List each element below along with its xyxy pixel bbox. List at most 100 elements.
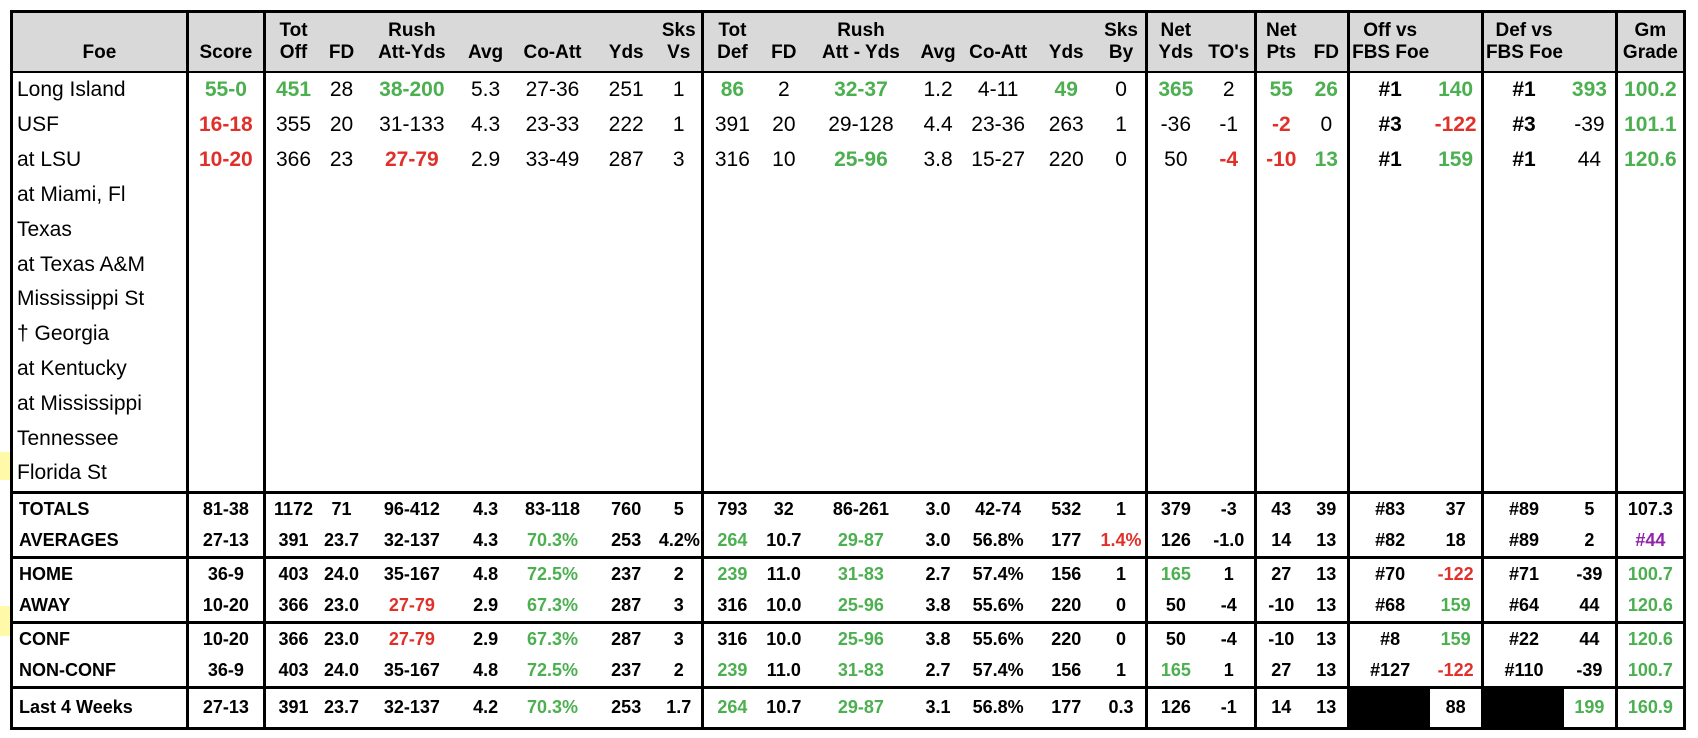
stat-cell xyxy=(1480,247,1565,282)
stat-cell xyxy=(321,212,362,247)
header-cell: Tot xyxy=(262,11,322,42)
stat-cell xyxy=(362,317,462,352)
stat-cell: 10.7 xyxy=(761,685,807,729)
game-row: USF 16-18 355 20 31-133 4.3 23-33 222 1 391 20 29-1… xyxy=(12,107,1685,143)
stat-cell xyxy=(961,456,1036,493)
opponent-name: at Kentucky xyxy=(17,356,127,380)
stat-cell xyxy=(1145,421,1204,456)
stat-cell: 1.2 xyxy=(915,71,961,108)
stat-cell xyxy=(1480,316,1565,352)
stat-cell xyxy=(761,282,806,317)
stat-cell xyxy=(761,247,806,282)
stat-cell: 403 xyxy=(262,555,322,590)
stat-cell: #110 xyxy=(1480,654,1565,688)
stat-cell xyxy=(262,455,322,493)
header-cell: Rush xyxy=(806,11,916,42)
stat-cell: 32-37 xyxy=(806,71,916,108)
stat-cell: -122 xyxy=(1434,113,1477,137)
stat-cell: 2.9 xyxy=(461,620,510,655)
stat-cell: 88 xyxy=(1430,685,1483,729)
stat-cell: 38-200 xyxy=(361,71,462,108)
stat-cell: 56.8% xyxy=(960,685,1036,729)
stat-cell: 10-20 xyxy=(185,142,265,178)
stat-cell: 1172 xyxy=(262,490,322,525)
stat-cell: #1 xyxy=(1480,71,1565,108)
stat-cell xyxy=(1097,456,1147,493)
summary-row: TOTALS 81-38 1172 71 96-412 4.3 83-118 760 5 793 3… xyxy=(11,490,1685,525)
stat-cell: 237 xyxy=(595,555,657,590)
stat-cell xyxy=(1306,317,1349,352)
header-cell: By xyxy=(1096,42,1147,72)
header-cell xyxy=(761,11,807,42)
stat-cell xyxy=(1347,281,1431,317)
stat-cell: 0 xyxy=(1320,113,1333,137)
header-cell: Vs xyxy=(656,42,703,72)
stat-cell xyxy=(807,456,916,493)
stat-cell: 13 xyxy=(1305,685,1349,729)
summary-label: Last 4 Weeks xyxy=(11,685,188,729)
stat-cell: 96-412 xyxy=(361,490,462,525)
stat-cell: 1 xyxy=(1223,659,1234,680)
stat-cell xyxy=(1203,282,1255,317)
stat-cell xyxy=(596,282,657,317)
stat-cell: 5 xyxy=(1564,490,1617,525)
team-stats-table: Tot Rush Sks Tot Rush Sks Net Net Off vs Def vs Gm… xyxy=(10,10,1686,730)
stat-cell xyxy=(657,386,702,421)
stat-cell xyxy=(961,282,1036,317)
stat-cell xyxy=(761,352,806,387)
stat-cell: 156 xyxy=(1051,659,1082,680)
stat-cell xyxy=(596,177,657,212)
stat-cell: 31-133 xyxy=(379,113,445,137)
stat-cell: -39 xyxy=(1576,659,1603,680)
stat-cell: 72.5% xyxy=(509,555,596,590)
stat-cell xyxy=(1254,351,1306,387)
stat-cell: 23-36 xyxy=(971,113,1026,137)
stat-cell: 28 xyxy=(321,71,362,108)
header-row-1: Tot Rush Sks Tot Rush Sks Net Net Off vs Def vs Gm xyxy=(11,11,1685,42)
stat-cell xyxy=(362,421,462,456)
stat-cell xyxy=(657,352,702,387)
stat-cell: 366 xyxy=(262,142,322,178)
stat-cell xyxy=(185,316,265,352)
stat-cell xyxy=(462,352,510,387)
stat-cell: 13 xyxy=(1316,529,1337,550)
header-cell: Gm xyxy=(1614,11,1685,42)
header-cell: Grade xyxy=(1614,42,1685,72)
stat-cell: 35-167 xyxy=(383,659,440,680)
stat-cell: 44 xyxy=(1564,620,1617,655)
summary-label: AVERAGES xyxy=(19,529,119,550)
stat-cell xyxy=(1306,386,1349,421)
game-row: at Mississippi xyxy=(12,386,1685,422)
stat-cell: #1 xyxy=(1480,142,1565,178)
stat-cell: 33-49 xyxy=(525,148,580,172)
opponent-name: Florida St xyxy=(17,461,107,485)
stat-cell: 4.4 xyxy=(923,113,953,137)
stat-cell xyxy=(1306,282,1349,317)
stat-cell: 1 xyxy=(672,113,685,137)
stat-cell: 3.8 xyxy=(923,148,953,172)
stat-cell: 287 xyxy=(608,148,644,172)
stat-cell xyxy=(1097,317,1147,352)
stat-cell xyxy=(1097,212,1147,247)
stat-cell xyxy=(462,247,510,282)
stat-cell: 71 xyxy=(321,490,362,525)
stat-cell: 2.9 xyxy=(470,148,501,172)
stat-cell xyxy=(961,212,1036,247)
stat-cell: 23.7 xyxy=(324,529,360,550)
header-cell: FD xyxy=(761,42,807,72)
stat-cell xyxy=(509,212,595,247)
stat-cell xyxy=(1306,177,1349,212)
last-four-weeks-row: Last 4 Weeks 27-13 391 23.7 32-137 4.2 70.3% 25… xyxy=(11,685,1685,729)
header-row-2: Foe Score Off FD Att-Yds Avg Co-Att Yds Vs Def FD A… xyxy=(11,42,1685,72)
stat-cell: 403 xyxy=(262,654,322,688)
stat-cell: 3.1 xyxy=(915,685,961,729)
header-cell xyxy=(461,11,510,42)
stat-cell: 156 xyxy=(1035,555,1097,590)
stat-cell: #3 xyxy=(1480,107,1565,143)
stat-cell xyxy=(1097,247,1147,282)
stat-cell xyxy=(596,386,657,421)
stat-cell: 4.3 xyxy=(473,529,499,550)
stat-cell: 393 xyxy=(1564,71,1617,108)
stat-cell: -10 xyxy=(1254,142,1306,178)
stat-cell: #44 xyxy=(1614,524,1685,558)
